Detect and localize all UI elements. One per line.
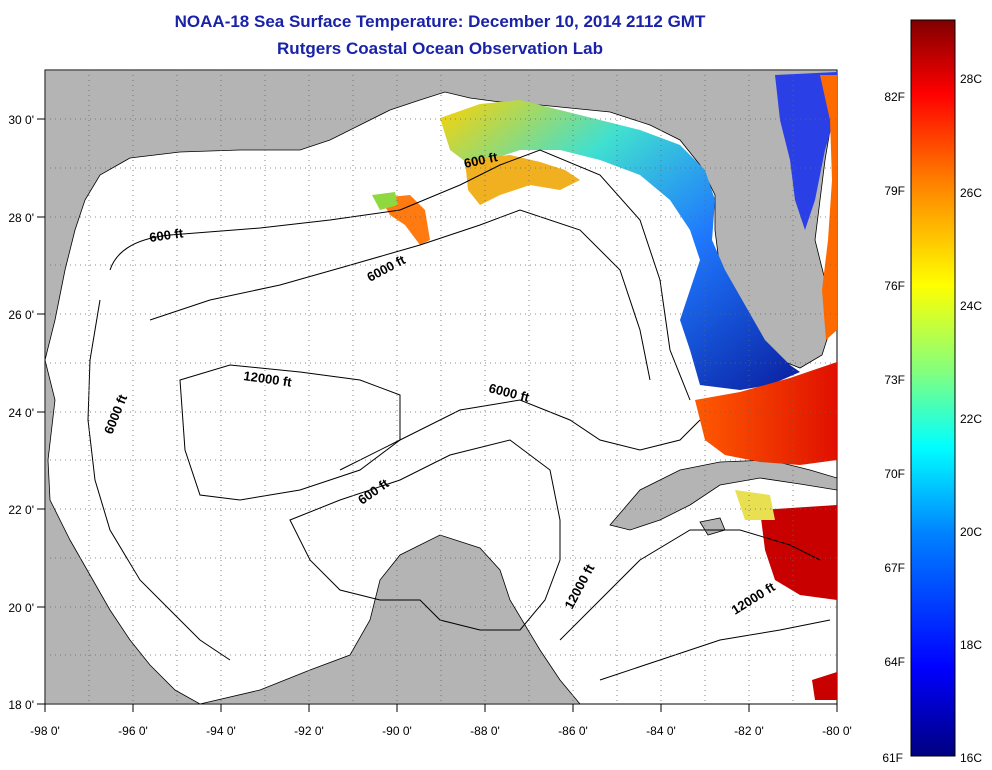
lon-tick-label: -88 0' xyxy=(470,724,500,738)
lon-tick-label: -86 0' xyxy=(558,724,588,738)
contour-6000ft-north xyxy=(149,209,651,381)
lon-tick-label: -96 0' xyxy=(118,724,148,738)
sst-delta-green xyxy=(372,192,398,210)
latitude-labels: 18 0' 20 0' 22 0' 24 0' 26 0' 28 0' 30 0… xyxy=(8,113,34,712)
colorbar-c-label: 18C xyxy=(960,638,982,652)
colorbar-gradient xyxy=(910,19,956,757)
contour-12000ft xyxy=(179,364,401,501)
lon-tick-label: -92 0' xyxy=(294,724,324,738)
contour-label: 600 ft xyxy=(463,149,500,171)
land-areas xyxy=(45,70,837,704)
sst-small-red xyxy=(812,672,837,700)
contour-12000ft-south xyxy=(559,529,821,641)
colorbar-f-label: 67F xyxy=(884,561,905,575)
sst-florida-straits xyxy=(695,362,837,465)
lat-tick-label: 26 0' xyxy=(8,308,34,322)
lon-tick-label: -90 0' xyxy=(382,724,412,738)
contour-600ft-north xyxy=(109,149,691,401)
colorbar-f-label: 73F xyxy=(884,373,905,387)
colorbar-c-label: 22C xyxy=(960,412,982,426)
map-title: NOAA-18 Sea Surface Temperature: Decembe… xyxy=(174,12,706,31)
contour-12000ft-se xyxy=(599,619,831,681)
cuba-island xyxy=(609,459,837,531)
contour-6000ft-east xyxy=(339,399,701,471)
sst-delta-plume xyxy=(380,195,430,245)
colorbar-f-label: 79F xyxy=(884,184,905,198)
lat-tick-label: 28 0' xyxy=(8,211,34,225)
graticule xyxy=(45,70,837,704)
lon-tick-label: -84 0' xyxy=(646,724,676,738)
colorbar-f-label: 82F xyxy=(884,90,905,104)
contour-label: 600 ft xyxy=(148,225,184,245)
sst-central-shelf xyxy=(465,155,580,205)
lon-tick-label: -94 0' xyxy=(206,724,236,738)
map-subtitle: Rutgers Coastal Ocean Observation Lab xyxy=(277,39,603,58)
lon-tick-label: -80 0' xyxy=(822,724,852,738)
lat-tick-label: 24 0' xyxy=(8,406,34,420)
contour-label: 12000 ft xyxy=(243,368,294,390)
sst-caribbean xyxy=(760,505,837,600)
us-mainland xyxy=(45,70,837,369)
colorbar: 82F 79F 76F 73F 70F 67F 64F 61F 28C 26C … xyxy=(882,19,982,765)
contour-600ft-south xyxy=(289,439,561,631)
colorbar-f-label: 70F xyxy=(884,467,905,481)
lon-tick-label: -98 0' xyxy=(30,724,60,738)
lat-tick-label: 30 0' xyxy=(8,113,34,127)
colorbar-f-label: 64F xyxy=(884,655,905,669)
sst-atlantic-warm xyxy=(820,75,837,340)
sst-florida-shelf xyxy=(440,100,800,390)
lon-tick-label: -82 0' xyxy=(734,724,764,738)
frame-ticks xyxy=(37,118,838,712)
mexico-mainland xyxy=(45,359,201,704)
sst-atlantic-strip xyxy=(775,72,837,230)
mexico-south xyxy=(199,534,581,704)
colorbar-c-label: 26C xyxy=(960,186,982,200)
colorbar-c-label: 28C xyxy=(960,72,982,86)
lat-tick-label: 22 0' xyxy=(8,503,34,517)
sst-caribbean-yellow xyxy=(735,490,775,520)
colorbar-c-label: 20C xyxy=(960,525,982,539)
colorbar-f-label: 61F xyxy=(882,751,903,765)
lat-tick-label: 20 0' xyxy=(8,601,34,615)
colorbar-c-label: 24C xyxy=(960,299,982,313)
colorbar-f-label: 76F xyxy=(884,279,905,293)
longitude-labels: -98 0' -96 0' -94 0' -92 0' -90 0' -88 0… xyxy=(30,724,852,738)
lat-tick-label: 18 0' xyxy=(8,698,34,712)
colorbar-c-label: 16C xyxy=(960,751,982,765)
sst-data-layer xyxy=(372,72,837,700)
